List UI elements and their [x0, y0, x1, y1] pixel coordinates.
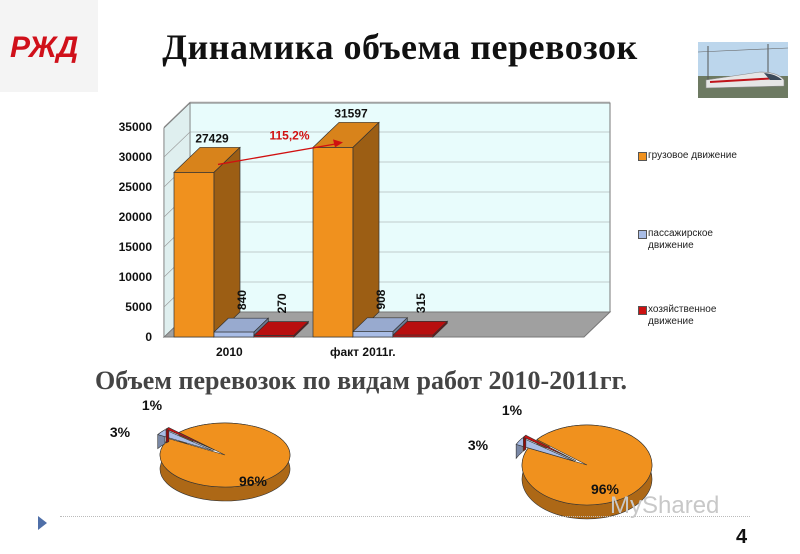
bar-chart: 0 5000 10000 15000 20000 25000 30000 35000 27429…	[119, 101, 612, 344]
bar-front	[213, 331, 255, 338]
y-tick-label: 15000	[119, 240, 153, 254]
bar-side	[352, 121, 380, 338]
y-tick-label: 35000	[119, 120, 153, 134]
grid-line	[163, 101, 191, 128]
bar-0-0	[173, 146, 241, 338]
nav-arrow-icon[interactable]	[38, 516, 47, 530]
category-label-2010: 2010	[216, 345, 243, 359]
legend-swatch-passenger	[638, 230, 647, 239]
y-tick-label: 25000	[119, 180, 153, 194]
footer-divider	[60, 516, 750, 517]
bar-side	[432, 320, 448, 338]
watermark: MyShared	[610, 492, 720, 519]
pie-label: 3%	[468, 437, 489, 453]
pie-chart-2010: 96% 3% 1%	[110, 397, 291, 502]
legend-swatch-cargo	[638, 152, 647, 161]
bar-1-0	[312, 121, 380, 338]
y-tick-label: 10000	[119, 270, 153, 284]
pie-slice-top	[157, 429, 214, 452]
pie-slice-top	[165, 427, 215, 451]
pie-slice-top	[522, 434, 577, 461]
bar-0-2	[253, 320, 310, 338]
svg-text:РЖД: РЖД	[10, 31, 78, 64]
pie-slice-2	[165, 427, 215, 451]
rzd-logo: РЖД	[0, 0, 98, 92]
pie-slice-0	[521, 424, 653, 520]
bar-value-label: 270	[275, 293, 289, 313]
bar-front	[312, 147, 354, 338]
growth-arrow	[217, 142, 340, 166]
bar-value-label: 27429	[195, 131, 229, 145]
y-tick-label: 0	[145, 330, 152, 344]
bar-value-label: 908	[374, 289, 388, 309]
pie-label: 3%	[110, 424, 131, 440]
bar-side	[293, 320, 309, 338]
pie-slice-1	[157, 429, 214, 452]
growth-arrow-head	[333, 139, 343, 148]
pie-label: 96%	[591, 481, 620, 497]
pie-slice-2	[522, 434, 577, 461]
y-tick-label: 30000	[119, 150, 153, 164]
bar-value-label: 31597	[334, 106, 368, 120]
pie-chart-2011: 96% 3% 1%	[468, 402, 653, 520]
category-label-2011: факт 2011г.	[330, 345, 396, 359]
bar-value-label: 315	[414, 293, 428, 313]
bar-value-label: 840	[235, 290, 249, 310]
train-photo	[697, 42, 789, 98]
bar-front	[173, 172, 215, 338]
pie-slice-top	[515, 437, 576, 462]
page-number: 4	[736, 526, 748, 548]
bar-1-2	[392, 320, 449, 338]
grid-line	[163, 131, 191, 158]
pie-label: 96%	[239, 473, 268, 489]
page-title: Динамика объема перевозок	[162, 27, 638, 67]
y-tick-label: 5000	[125, 300, 152, 314]
bar-front	[352, 331, 394, 338]
legend-label-service: хозяйственное движение	[648, 304, 717, 327]
legend-label-cargo: грузовое движение	[648, 150, 737, 161]
pie-label: 1%	[502, 402, 523, 418]
pie-label: 1%	[142, 397, 163, 413]
growth-annotation: 115,2%	[269, 128, 309, 142]
legend-label-passenger: пассажирское движение	[648, 228, 713, 251]
pie-slice-top	[521, 424, 653, 506]
pie-slice-1	[515, 437, 576, 462]
y-tick-label: 20000	[119, 210, 153, 224]
pie-section-title: Объем перевозок по видам работ 2010-2011…	[95, 366, 627, 395]
legend-swatch-service	[638, 306, 647, 315]
bar-side	[213, 146, 241, 338]
